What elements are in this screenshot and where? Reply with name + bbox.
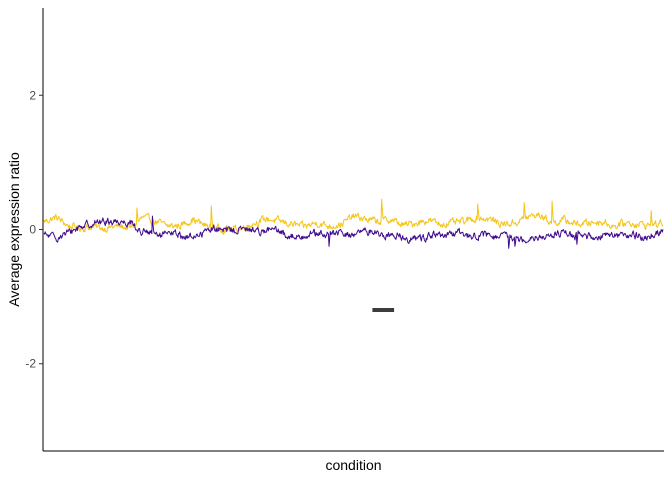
y-ticks: -2 0 2 [25,88,43,371]
y-tick-label-0: -2 [25,357,36,371]
y-tick-label-2: 2 [29,88,36,102]
plot-area [43,198,664,313]
series-line-1 [43,215,664,249]
series-line-0 [43,198,664,235]
y-tick-label-1: 0 [29,223,36,237]
x-axis-title: condition [325,457,381,473]
y-axis-title: Average expression ratio [6,152,22,307]
